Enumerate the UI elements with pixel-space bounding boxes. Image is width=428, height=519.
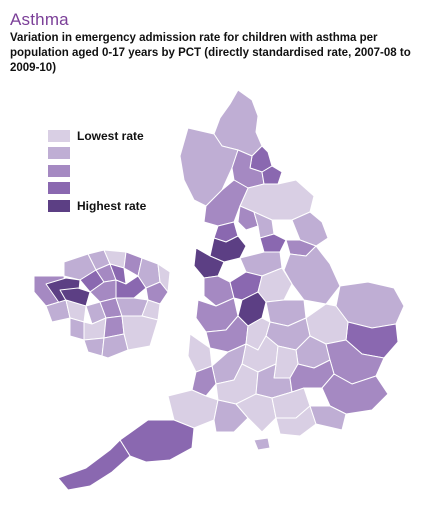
- legend-swatch-3: [48, 164, 70, 177]
- region-lincolnshire[interactable]: [283, 245, 341, 305]
- london-bromley[interactable]: [121, 315, 159, 351]
- legend-label-5: Highest rate: [77, 198, 147, 213]
- region-isle-of-wight[interactable]: [253, 437, 271, 451]
- region-bristol[interactable]: [191, 365, 217, 397]
- legend-item-2: [48, 145, 146, 163]
- london-croydon[interactable]: [101, 333, 129, 359]
- legend: Lowest rate Highest rate: [48, 127, 146, 215]
- legend-swatch-1: [48, 129, 70, 142]
- legend-label-1: Lowest rate: [77, 128, 144, 143]
- legend-item-1: Lowest rate: [48, 127, 146, 145]
- legend-swatch-2: [48, 147, 70, 160]
- london-inset: [33, 249, 171, 359]
- region-bradford[interactable]: [237, 205, 259, 231]
- legend-item-4: [48, 180, 146, 198]
- legend-item-3: [48, 162, 146, 180]
- legend-swatch-4: [48, 182, 70, 195]
- london-kingston[interactable]: [69, 317, 85, 341]
- london-sutton[interactable]: [83, 337, 105, 357]
- region-cornwall[interactable]: [57, 439, 131, 491]
- legend-swatch-5: [48, 199, 70, 212]
- london-barking[interactable]: [145, 281, 169, 305]
- map-title: Asthma: [10, 10, 69, 29]
- region-east-sussex[interactable]: [309, 405, 347, 431]
- region-wakefield[interactable]: [259, 233, 287, 253]
- region-teesside[interactable]: [261, 165, 283, 185]
- legend-item-5: Highest rate: [48, 197, 146, 215]
- region-devon[interactable]: [119, 419, 195, 463]
- map-subtitle: Variation in emergency admission rate fo…: [10, 32, 411, 74]
